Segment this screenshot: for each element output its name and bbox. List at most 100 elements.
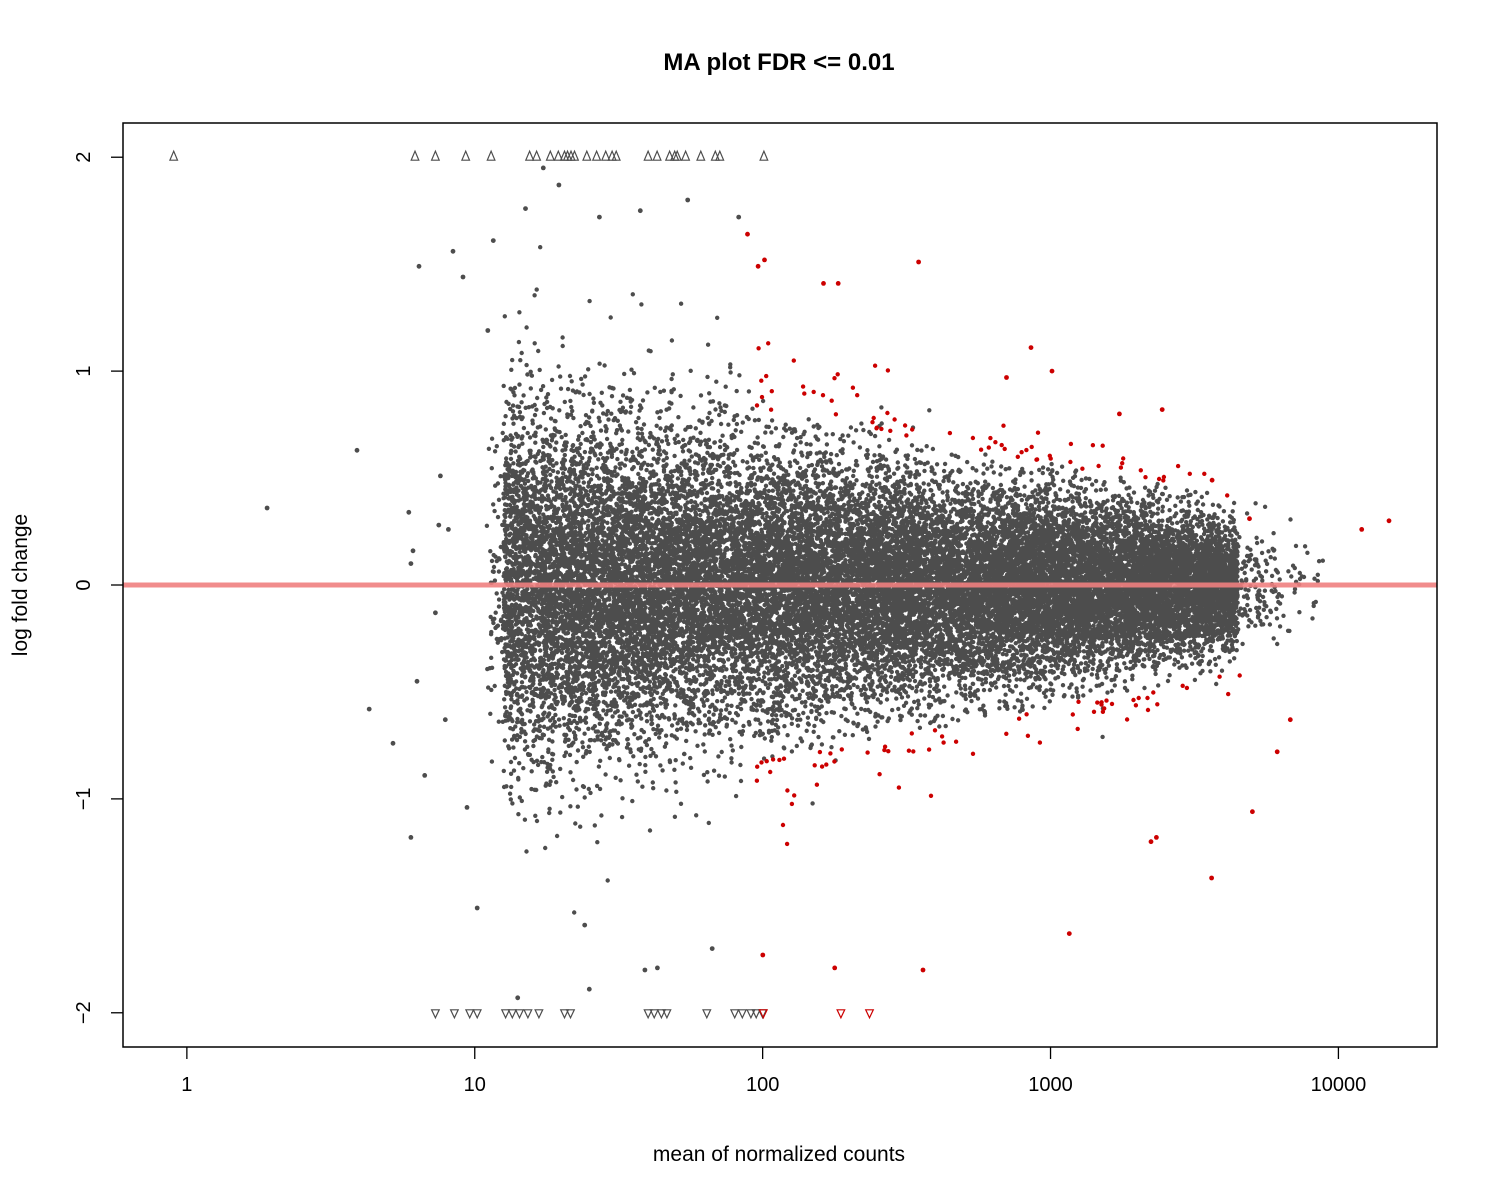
data-point — [832, 965, 838, 971]
data-point — [485, 328, 491, 333]
y-tick-label: −1 — [73, 787, 95, 810]
clipped-down-marker — [472, 1009, 482, 1020]
data-point — [597, 214, 602, 220]
clipped-down-marker — [751, 1009, 761, 1020]
data-point — [1028, 345, 1034, 350]
clipped-down-marker — [643, 1009, 653, 1020]
clipped-up-marker — [696, 149, 706, 161]
data-points — [168, 149, 1392, 1020]
clipped-down-marker — [464, 1009, 475, 1020]
clipped-up-marker — [643, 149, 653, 161]
clipped-down-marker — [514, 1009, 525, 1020]
data-point — [474, 905, 480, 911]
data-point — [464, 805, 470, 810]
x-axis-label: mean of normalized counts — [653, 1143, 905, 1166]
data-point — [1209, 875, 1214, 881]
clipped-up-marker — [486, 149, 496, 161]
data-point — [416, 263, 422, 269]
clipped-up-marker — [672, 149, 682, 161]
y-tick-label: 0 — [73, 579, 95, 590]
non-significant-points-cloud — [484, 244, 1325, 915]
clipped-down-marker — [702, 1009, 712, 1020]
clipped-down-marker — [565, 1009, 576, 1020]
clipped-down-marker — [662, 1009, 672, 1020]
clipped-up-marker — [524, 149, 535, 161]
data-point — [436, 522, 442, 528]
data-point — [1359, 527, 1365, 532]
clipped-up-marker — [168, 149, 179, 161]
data-point — [1386, 518, 1392, 524]
clipped-up-marker — [715, 149, 725, 161]
clipped-down-marker — [507, 1009, 518, 1020]
clipped-up-marker — [582, 149, 592, 161]
data-point — [556, 182, 562, 188]
data-point — [1159, 407, 1165, 412]
data-point — [1004, 375, 1009, 380]
clipped-up-marker — [652, 149, 662, 161]
clipped-down-marker — [500, 1009, 511, 1020]
data-point — [438, 473, 443, 479]
data-point — [414, 678, 420, 684]
clipped-up-marker — [600, 149, 611, 161]
data-point — [523, 206, 528, 212]
x-tick-label: 1000 — [1028, 1074, 1073, 1096]
data-point — [642, 967, 648, 973]
data-point — [755, 263, 761, 269]
chart-title: MA plot FDR <= 0.01 — [663, 49, 894, 76]
clipped-down-marker — [523, 1009, 533, 1020]
data-point — [390, 740, 396, 746]
x-tick-label: 100 — [746, 1074, 779, 1096]
clipped-down-marker — [430, 1009, 441, 1020]
clipped-up-marker — [531, 149, 542, 161]
data-point — [442, 717, 448, 723]
x-axis: 1 10 100 1000 10000 — [181, 1047, 1366, 1096]
clipped-up-marker — [430, 149, 441, 161]
data-point — [1148, 839, 1154, 845]
data-point — [821, 281, 826, 286]
data-point — [408, 835, 414, 840]
data-point — [655, 965, 660, 971]
data-point — [446, 527, 451, 532]
data-point — [1154, 835, 1159, 840]
data-point — [736, 214, 742, 220]
y-tick-label: 2 — [73, 152, 95, 163]
significant-points-cloud — [754, 341, 1242, 847]
clipped-down-marker — [864, 1009, 875, 1020]
data-point — [1250, 809, 1255, 815]
data-point — [637, 208, 643, 214]
data-point — [540, 165, 546, 171]
data-point — [1117, 411, 1122, 417]
clipped-up-marker — [664, 149, 675, 161]
clipped-up-marker — [569, 149, 580, 161]
data-point — [1247, 516, 1252, 522]
clipped-down-marker — [559, 1009, 570, 1020]
clipped-up-marker — [545, 149, 556, 161]
y-axis: −2 −1 0 1 2 — [73, 152, 123, 1024]
clipped-up-marker — [680, 149, 691, 161]
clipped-up-marker — [710, 149, 721, 161]
clipped-up-marker — [611, 149, 621, 161]
data-point — [835, 281, 841, 286]
clipped-down-marker — [649, 1009, 659, 1020]
clipped-up-marker — [410, 149, 420, 161]
data-point — [422, 773, 428, 778]
data-point — [433, 610, 438, 616]
clipped-down-marker — [729, 1009, 740, 1020]
data-point — [916, 259, 921, 265]
clipped-down-marker — [836, 1009, 846, 1020]
data-point — [515, 995, 521, 1001]
y-tick-label: 1 — [73, 366, 95, 377]
clipped-up-marker — [460, 149, 471, 161]
clipped-down-marker — [758, 1009, 769, 1020]
data-point — [460, 274, 466, 280]
clipped-up-marker — [759, 149, 769, 161]
data-point — [410, 548, 416, 554]
data-point — [1049, 368, 1055, 374]
data-point — [745, 231, 750, 237]
x-tick-label: 10 — [464, 1074, 486, 1096]
data-point — [264, 505, 270, 511]
y-axis-label: log fold change — [9, 514, 32, 656]
data-point — [450, 248, 456, 254]
data-point — [582, 922, 588, 928]
